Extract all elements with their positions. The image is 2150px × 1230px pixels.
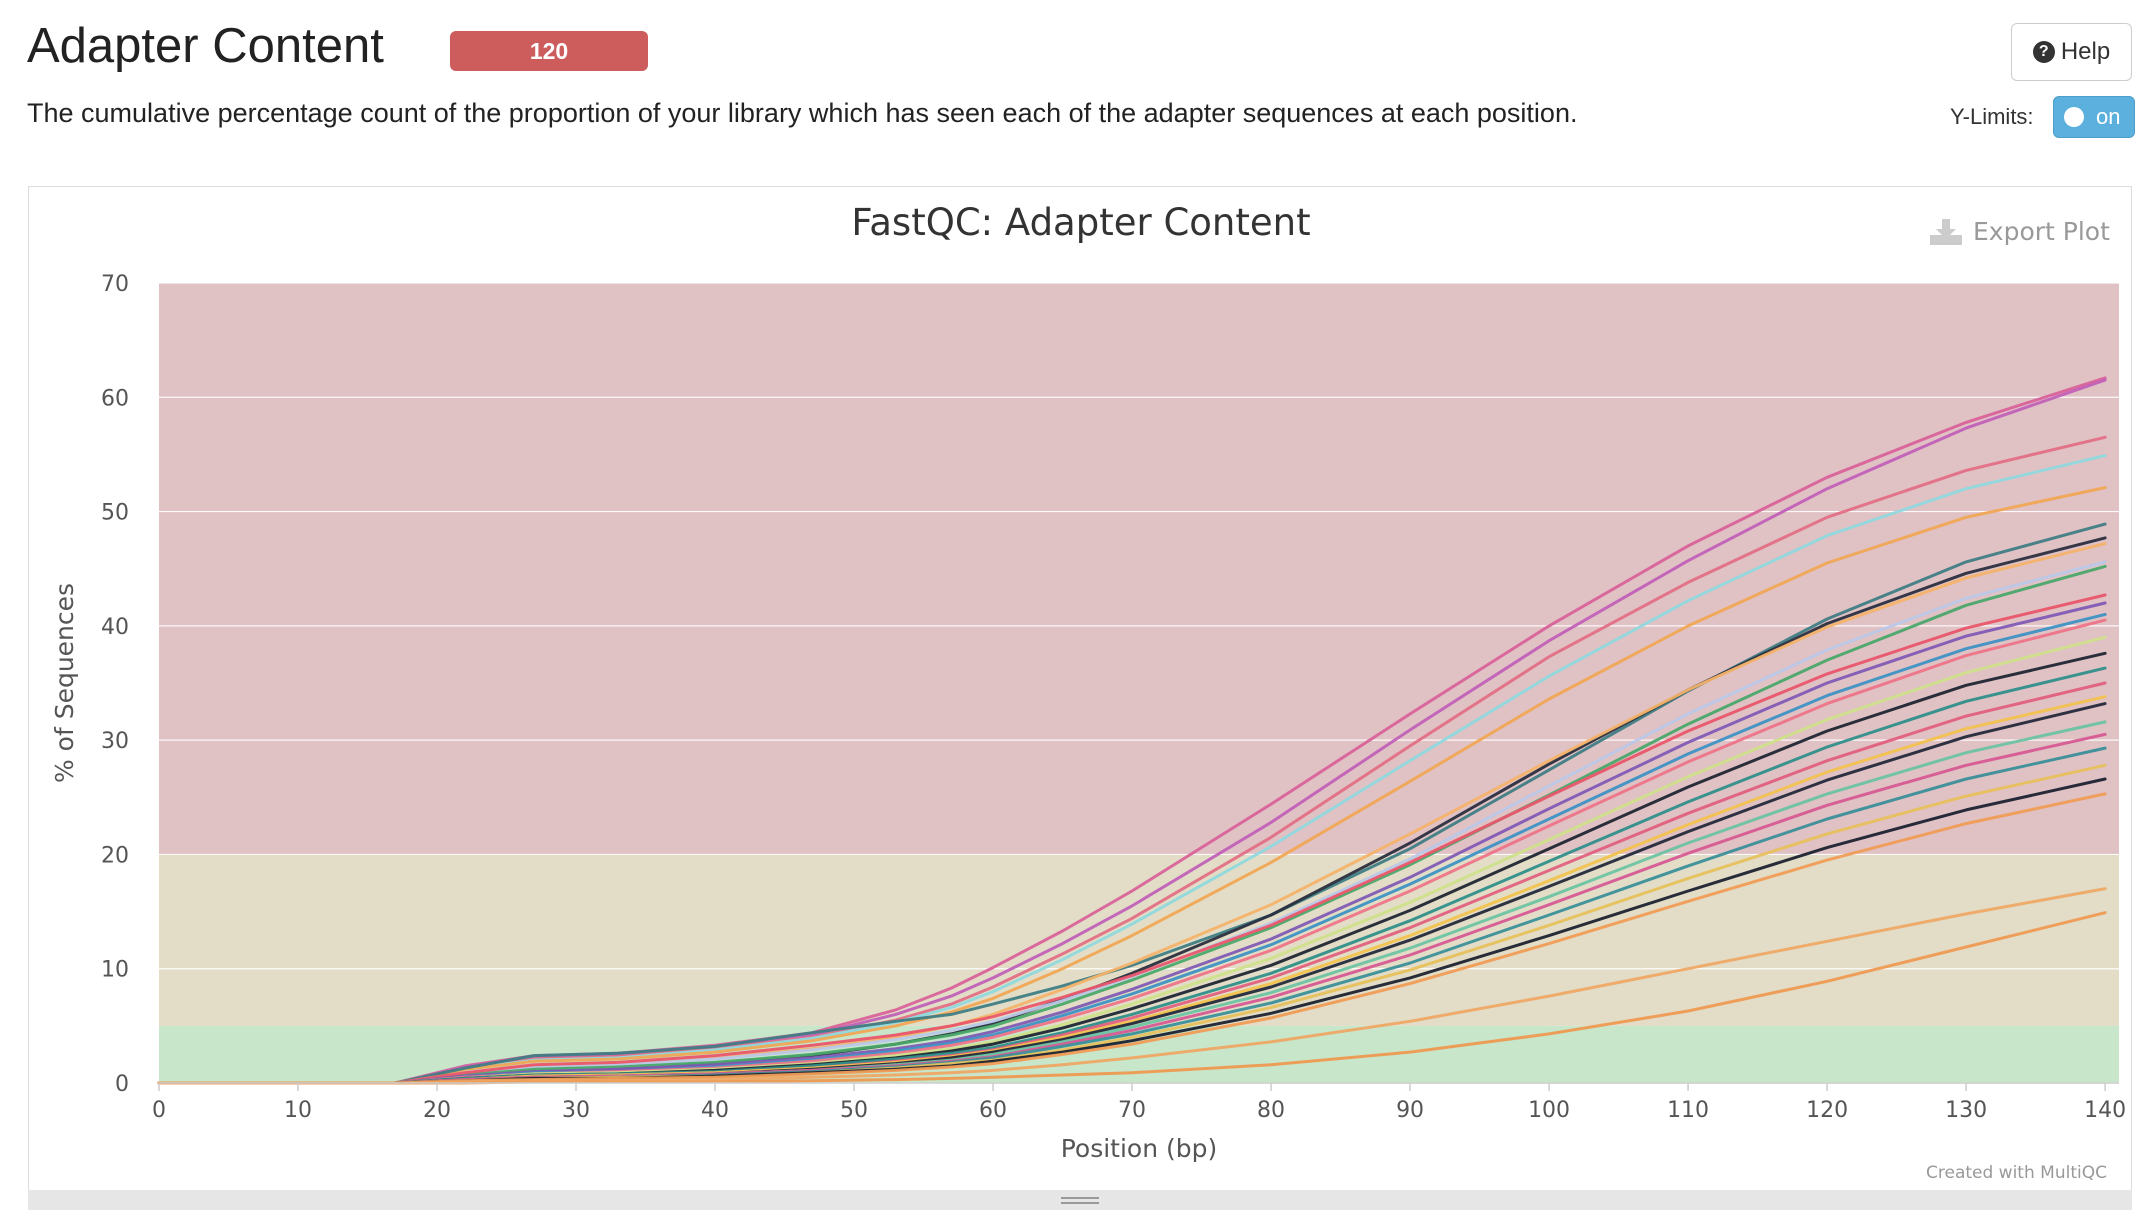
x-tick-label-40: 40 (701, 1098, 729, 1123)
toggle-label: on (2096, 104, 2121, 129)
x-tick-label-120: 120 (1806, 1098, 1848, 1123)
multiqc-credit: Created with MultiQC (1926, 1163, 2107, 1183)
page-title: Adapter Content (27, 19, 384, 73)
x-tick-label-20: 20 (423, 1098, 451, 1123)
x-tick-label-90: 90 (1396, 1098, 1424, 1123)
export-plot-button[interactable]: Export Plot (1929, 217, 2110, 246)
export-plot-label: Export Plot (1973, 217, 2110, 246)
x-tick-label-140: 140 (2084, 1098, 2126, 1123)
y-tick-label-50: 50 (101, 501, 129, 526)
y-tick-label-0: 0 (115, 1072, 129, 1097)
x-tick-label-70: 70 (1118, 1098, 1146, 1123)
x-tick-label-50: 50 (840, 1098, 868, 1123)
y-tick-label-20: 20 (101, 843, 129, 868)
adapter-content-chart: 0 10 20 30 40 50 60 70 80 90 100 110 120 130 140 0 10 20 3… (50, 272, 2126, 1163)
y-tick-label-30: 30 (101, 729, 129, 754)
threshold-band-0 (159, 283, 2119, 855)
ylimits-label: Y-Limits: (1950, 104, 2034, 129)
y-tick-label-40: 40 (101, 615, 129, 640)
y-tick-label-60: 60 (101, 386, 129, 411)
help-button-label: Help (2060, 38, 2111, 65)
y-tick-label-10: 10 (101, 958, 129, 983)
toggle-knob (2064, 107, 2084, 127)
x-tick-label-130: 130 (1945, 1098, 1987, 1123)
y-tick-label-70: 70 (101, 272, 129, 297)
x-axis-title: Position (bp) (1061, 1134, 1218, 1163)
series-group (157, 376, 2107, 1085)
sample-count-badge: 120 (450, 31, 648, 71)
y-axis-title: % of Sequences (50, 583, 79, 783)
plot-container: 0 10 20 30 40 50 60 70 80 90 100 110 120 130 140 0 10 20 3… (28, 186, 2132, 1210)
help-button[interactable]: ? Help (2011, 23, 2132, 81)
series-line-9 (157, 564, 2107, 1085)
series-line-10 (157, 593, 2107, 1085)
section-description: The cumulative percentage count of the p… (27, 98, 1578, 128)
download-icon (1930, 218, 1962, 245)
plot-resize-handle[interactable] (28, 1190, 2132, 1210)
grip-icon (1061, 1196, 1099, 1204)
series-line-27 (157, 911, 2107, 1085)
x-tick-label-100: 100 (1528, 1098, 1570, 1123)
series-line-8 (157, 560, 2107, 1085)
question-circle-icon: ? (2032, 41, 2055, 63)
ylimits-toggle[interactable]: on (2053, 96, 2135, 138)
chart-title: FastQC: Adapter Content (851, 201, 1311, 244)
series-line-4 (157, 486, 2107, 1085)
x-tick-label-80: 80 (1257, 1098, 1285, 1123)
x-tick-label-0: 0 (152, 1098, 166, 1123)
threshold-band-1 (159, 854, 2119, 1026)
x-tick-label-10: 10 (284, 1098, 312, 1123)
x-tick-label-110: 110 (1667, 1098, 1709, 1123)
x-tick-label-60: 60 (979, 1098, 1007, 1123)
x-tick-label-30: 30 (562, 1098, 590, 1123)
